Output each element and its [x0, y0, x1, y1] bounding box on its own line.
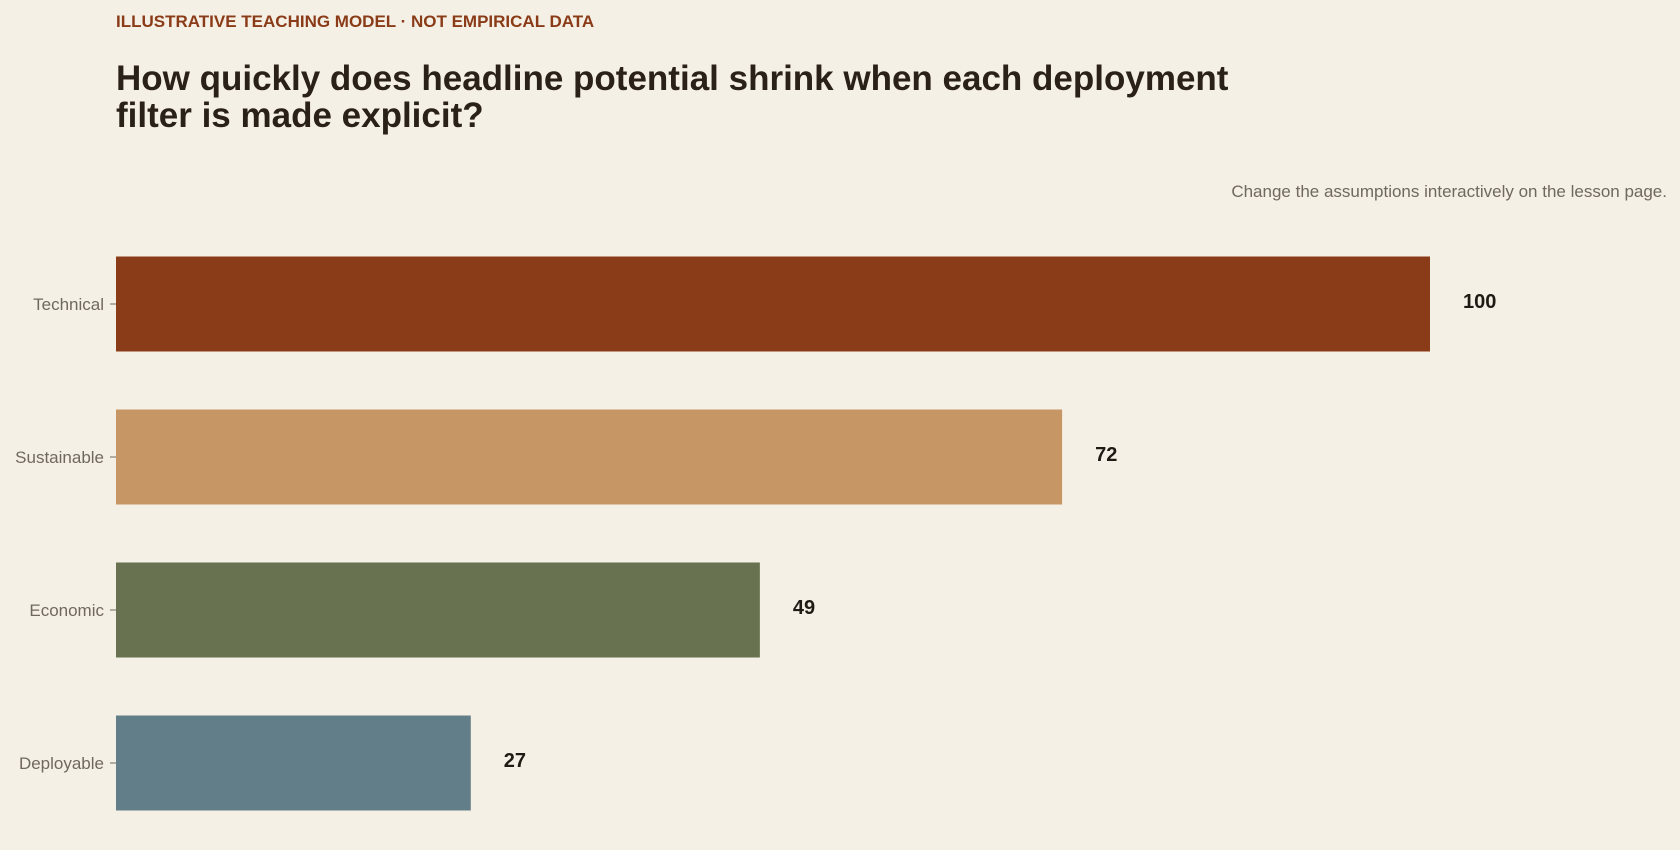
y-tick-label: Economic: [29, 601, 104, 620]
chart-kicker: ILLUSTRATIVE TEACHING MODEL · NOT EMPIRI…: [116, 12, 595, 31]
chart-title: How quickly does headline potential shri…: [116, 59, 1229, 135]
data-label: 27: [504, 750, 526, 772]
data-label: 49: [793, 597, 815, 619]
data-label: 100: [1463, 291, 1496, 313]
bar-sustainable: [116, 409, 1063, 505]
data-label: 72: [1095, 444, 1117, 466]
bar-deployable: [116, 715, 471, 811]
y-tick-label: Technical: [33, 295, 104, 314]
chart-note: Change the assumptions interactively on …: [1231, 182, 1667, 201]
bar-economic: [116, 562, 760, 658]
y-tick-label: Sustainable: [15, 448, 104, 467]
y-tick-label: Deployable: [19, 754, 104, 773]
bar-technical: [116, 256, 1430, 352]
